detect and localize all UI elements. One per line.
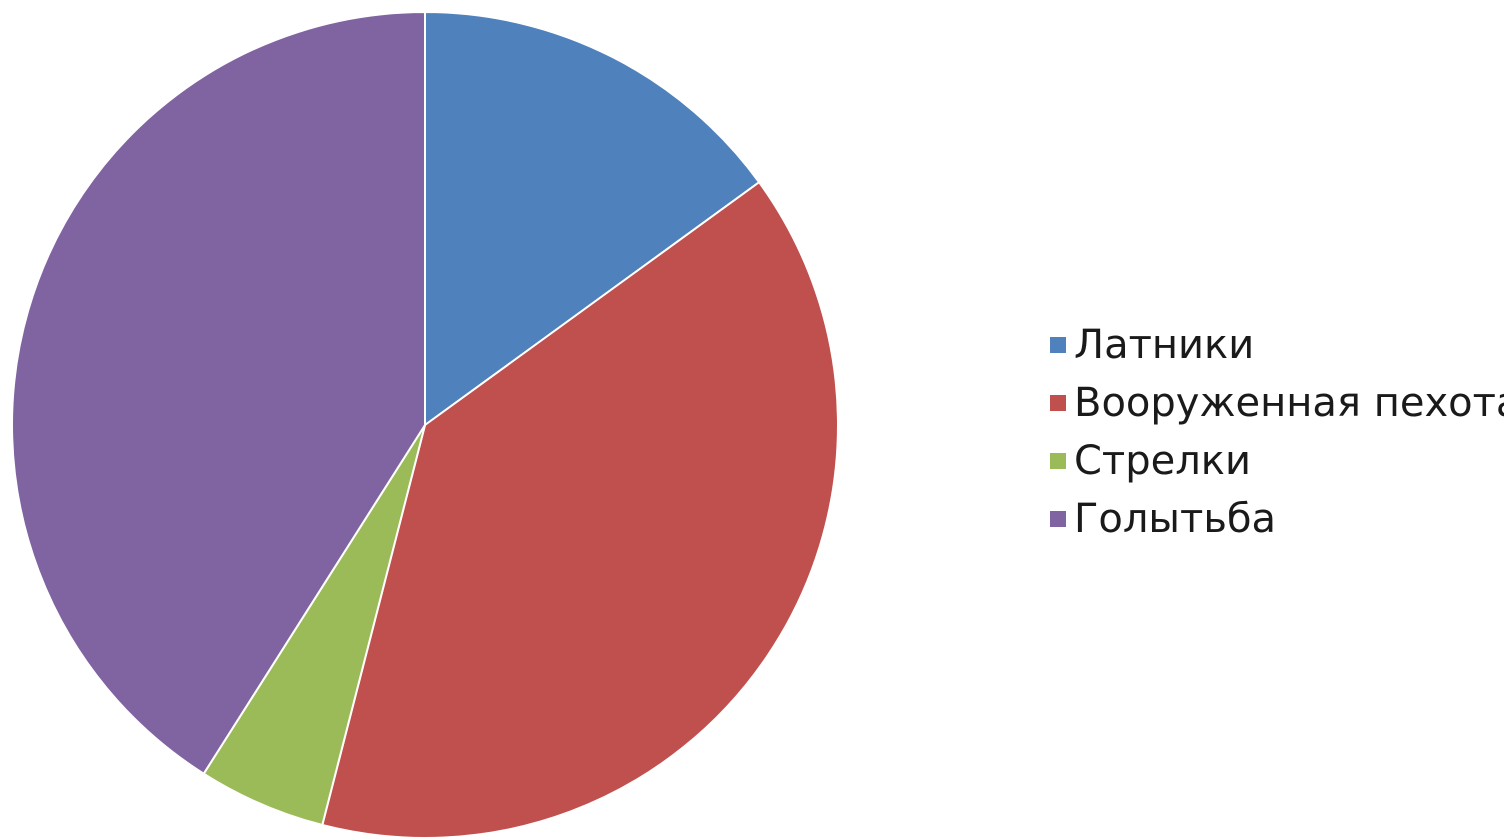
legend-swatch-armed-infantry [1050, 395, 1066, 411]
legend-item-armed-infantry: Вооруженная пехота [1050, 374, 1504, 432]
legend-item-archers: Стрелки [1050, 432, 1504, 490]
legend-item-latniki: Латники [1050, 316, 1504, 374]
legend-label-armed-infantry: Вооруженная пехота [1074, 380, 1504, 426]
legend-swatch-rabble [1050, 511, 1066, 527]
legend-label-rabble: Голытьба [1074, 496, 1277, 542]
pie-slice-rabble [11, 10, 426, 776]
legend-label-latniki: Латники [1074, 322, 1255, 368]
legend-label-archers: Стрелки [1074, 438, 1251, 484]
pie-slice-latniki [424, 10, 761, 427]
pie-slice-armed-infantry [321, 180, 839, 839]
legend-swatch-latniki [1050, 337, 1066, 353]
legend-swatch-archers [1050, 453, 1066, 469]
legend-item-rabble: Голытьба [1050, 490, 1504, 548]
legend: Латники Вооруженная пехота Стрелки Голыт… [1050, 316, 1504, 548]
